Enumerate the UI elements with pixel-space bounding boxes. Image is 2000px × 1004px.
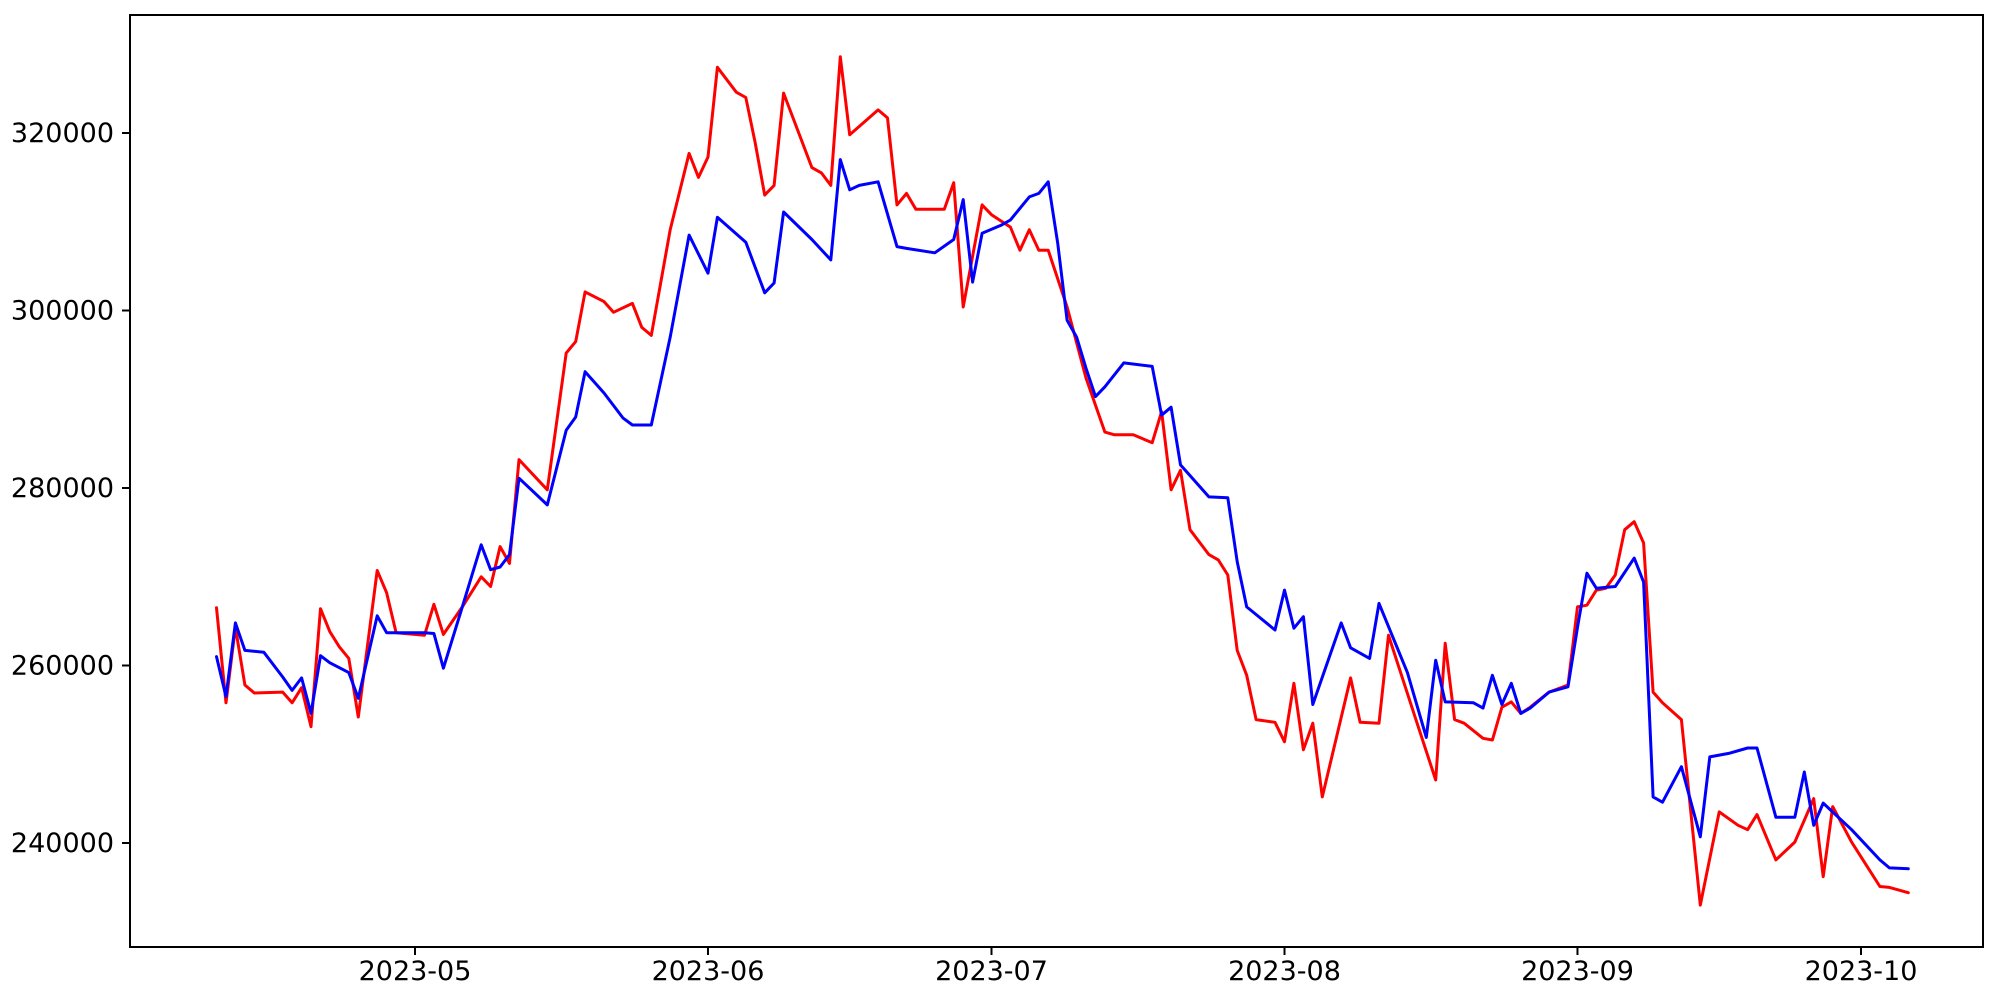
y-tick-label: 260000 (11, 651, 114, 682)
y-tick-label: 280000 (11, 473, 114, 504)
y-tick-label: 300000 (11, 296, 114, 327)
x-tick-label: 2023-05 (359, 956, 472, 987)
x-tick-label: 2023-09 (1521, 956, 1634, 987)
x-tick-label: 2023-10 (1805, 956, 1918, 987)
y-tick-label: 320000 (11, 118, 114, 149)
blue-series-line (215, 158, 1910, 871)
plot-border (129, 14, 1984, 948)
x-tick-label: 2023-06 (652, 956, 765, 987)
x-tick-label: 2023-07 (935, 956, 1048, 987)
x-tick-label: 2023-08 (1228, 956, 1341, 987)
y-tick-label: 240000 (11, 828, 114, 859)
plot-area (130, 15, 1983, 947)
